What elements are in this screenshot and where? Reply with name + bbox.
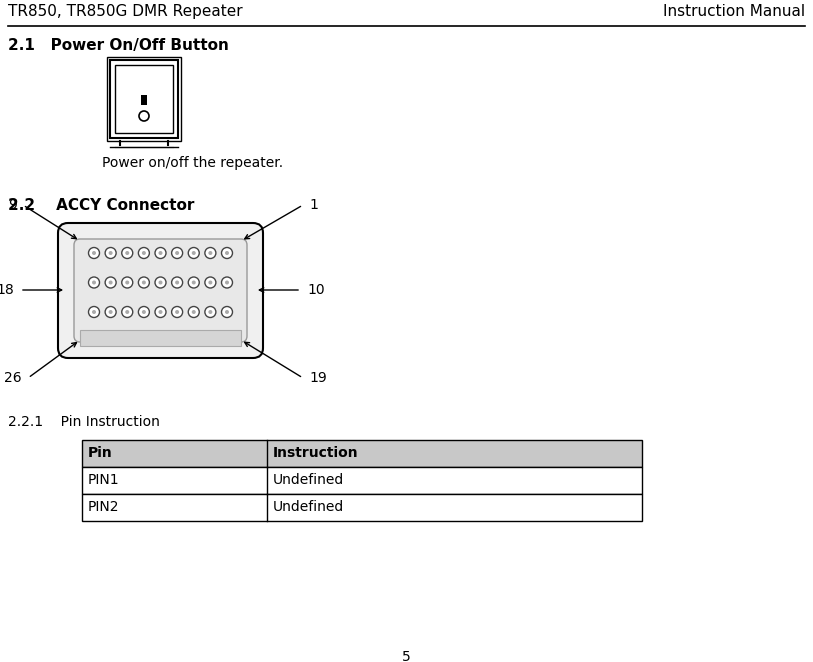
Text: 18: 18 (0, 283, 14, 297)
Text: 1: 1 (309, 198, 318, 212)
Text: 2.2    ACCY Connector: 2.2 ACCY Connector (8, 198, 194, 213)
Circle shape (159, 251, 163, 255)
Circle shape (89, 277, 99, 288)
Text: TR850, TR850G DMR Repeater: TR850, TR850G DMR Repeater (8, 4, 242, 19)
Text: Pin: Pin (88, 446, 113, 460)
Circle shape (205, 307, 216, 318)
Circle shape (221, 307, 233, 318)
Circle shape (172, 277, 183, 288)
Circle shape (105, 277, 116, 288)
Bar (82, 440, 642, 467)
Bar (141, 95, 147, 105)
Text: 5: 5 (402, 650, 411, 662)
Text: Undefined: Undefined (273, 473, 344, 487)
Circle shape (175, 310, 179, 314)
Text: 19: 19 (309, 371, 327, 385)
Circle shape (159, 310, 163, 314)
Circle shape (189, 307, 199, 318)
Circle shape (205, 277, 216, 288)
Circle shape (192, 310, 196, 314)
Circle shape (109, 310, 113, 314)
Circle shape (105, 248, 116, 258)
Circle shape (122, 248, 133, 258)
Circle shape (92, 281, 96, 285)
Text: PIN2: PIN2 (88, 500, 120, 514)
Circle shape (138, 277, 150, 288)
Circle shape (175, 251, 179, 255)
Bar (110, 60, 178, 138)
Circle shape (155, 277, 166, 288)
Circle shape (122, 307, 133, 318)
Circle shape (125, 251, 129, 255)
Text: 2.1   Power On/Off Button: 2.1 Power On/Off Button (8, 38, 229, 53)
Circle shape (109, 251, 113, 255)
Circle shape (208, 251, 212, 255)
Text: Instruction: Instruction (273, 446, 359, 460)
Circle shape (172, 248, 183, 258)
Text: Undefined: Undefined (273, 500, 344, 514)
FancyBboxPatch shape (74, 239, 247, 342)
Bar (115, 65, 173, 133)
Text: Instruction Manual: Instruction Manual (663, 4, 805, 19)
Circle shape (89, 248, 99, 258)
Circle shape (139, 111, 149, 121)
Circle shape (192, 251, 196, 255)
Circle shape (125, 281, 129, 285)
Circle shape (175, 281, 179, 285)
Circle shape (125, 310, 129, 314)
Circle shape (142, 310, 146, 314)
Circle shape (138, 307, 150, 318)
Text: 2.2.1    Pin Instruction: 2.2.1 Pin Instruction (8, 415, 160, 429)
Bar (80, 330, 241, 346)
Circle shape (205, 248, 216, 258)
Circle shape (155, 307, 166, 318)
Circle shape (138, 248, 150, 258)
Circle shape (122, 277, 133, 288)
Circle shape (192, 281, 196, 285)
Text: 26: 26 (4, 371, 22, 385)
Circle shape (172, 307, 183, 318)
Text: Power on/off the repeater.: Power on/off the repeater. (102, 156, 283, 170)
Circle shape (225, 281, 229, 285)
Circle shape (221, 248, 233, 258)
Circle shape (189, 277, 199, 288)
Circle shape (89, 307, 99, 318)
Circle shape (92, 251, 96, 255)
Circle shape (189, 248, 199, 258)
Bar (82, 494, 642, 521)
Bar (82, 467, 642, 494)
Circle shape (142, 281, 146, 285)
Bar (107, 57, 181, 141)
Circle shape (155, 248, 166, 258)
FancyBboxPatch shape (58, 223, 263, 358)
Circle shape (159, 281, 163, 285)
Circle shape (208, 281, 212, 285)
Circle shape (142, 251, 146, 255)
Circle shape (109, 281, 113, 285)
Text: PIN1: PIN1 (88, 473, 120, 487)
Circle shape (225, 310, 229, 314)
Text: 9: 9 (8, 198, 17, 212)
Circle shape (92, 310, 96, 314)
Circle shape (225, 251, 229, 255)
Circle shape (221, 277, 233, 288)
Circle shape (208, 310, 212, 314)
Text: 10: 10 (307, 283, 324, 297)
Circle shape (105, 307, 116, 318)
